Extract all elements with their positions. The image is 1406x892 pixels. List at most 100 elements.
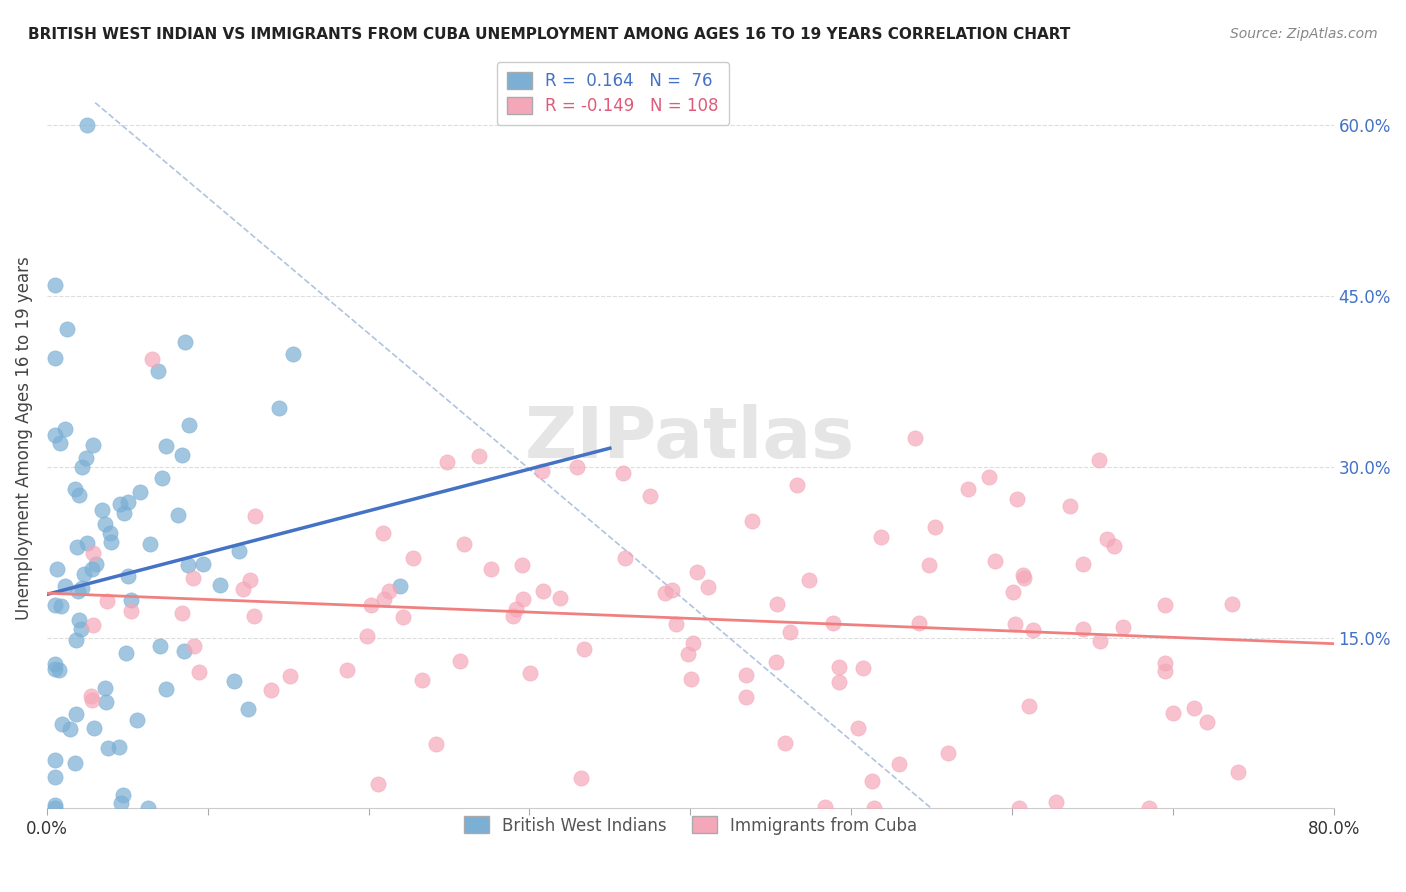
Point <box>402 550 425 565</box>
Point <box>149 639 172 653</box>
Point <box>505 601 527 615</box>
Point <box>243 609 266 624</box>
Point <box>510 558 533 573</box>
Point <box>260 683 283 698</box>
Point <box>481 562 503 576</box>
Point <box>236 702 259 716</box>
Point <box>1102 540 1125 554</box>
Point <box>1112 620 1135 634</box>
Point <box>209 577 232 591</box>
Point <box>766 597 789 611</box>
Point <box>91 503 114 517</box>
Point <box>846 721 869 735</box>
Point <box>278 669 301 683</box>
Point <box>336 663 359 677</box>
Point <box>243 509 266 524</box>
Point <box>614 551 637 566</box>
Point <box>117 495 139 509</box>
Point <box>45 561 67 575</box>
Point <box>82 617 104 632</box>
Point <box>531 464 554 478</box>
Point <box>82 546 104 560</box>
Point <box>1004 616 1026 631</box>
Point <box>80 562 103 576</box>
Point <box>82 438 104 452</box>
Text: Source: ZipAtlas.com: Source: ZipAtlas.com <box>1230 27 1378 41</box>
Point <box>94 517 117 532</box>
Point <box>924 520 946 534</box>
Point <box>1182 701 1205 715</box>
Point <box>531 584 554 599</box>
Point <box>1045 795 1067 809</box>
Point <box>1088 634 1111 648</box>
Point <box>67 488 90 502</box>
Point <box>76 536 98 550</box>
Point <box>267 401 290 416</box>
Point <box>173 643 195 657</box>
Point <box>1195 715 1218 730</box>
Point <box>356 629 378 643</box>
Point <box>735 668 758 682</box>
Point <box>112 789 135 803</box>
Point <box>53 422 76 436</box>
Point <box>828 674 851 689</box>
Point <box>1088 453 1111 467</box>
Point <box>155 439 177 453</box>
Point <box>367 776 389 790</box>
Point <box>93 681 115 695</box>
Point <box>449 654 471 668</box>
Point <box>167 508 190 523</box>
Point <box>572 642 595 657</box>
Point <box>1002 585 1025 599</box>
Point <box>177 418 200 433</box>
Point <box>97 741 120 756</box>
Point <box>519 665 541 680</box>
Point <box>181 571 204 585</box>
Point <box>174 334 197 349</box>
Point <box>908 615 931 630</box>
Point <box>139 536 162 550</box>
Point <box>799 573 821 587</box>
Point <box>49 435 72 450</box>
Point <box>183 639 205 653</box>
Point <box>44 598 66 612</box>
Point <box>112 506 135 520</box>
Point <box>44 753 66 767</box>
Point <box>51 599 73 614</box>
Point <box>773 736 796 750</box>
Point <box>654 586 676 600</box>
Point <box>1059 500 1081 514</box>
Point <box>120 605 142 619</box>
Point <box>979 469 1001 483</box>
Point <box>48 663 70 677</box>
Point <box>1071 557 1094 571</box>
Point <box>44 277 66 292</box>
Point <box>735 690 758 704</box>
Point <box>120 592 142 607</box>
Legend: British West Indians, Immigrants from Cuba: British West Indians, Immigrants from Cu… <box>454 806 927 845</box>
Point <box>889 756 911 771</box>
Point <box>232 582 254 596</box>
Point <box>83 721 105 735</box>
Point <box>72 459 94 474</box>
Point <box>44 662 66 676</box>
Point <box>502 608 524 623</box>
Point <box>373 526 395 541</box>
Point <box>150 470 173 484</box>
Point <box>852 660 875 674</box>
Point <box>1154 665 1177 679</box>
Point <box>1018 698 1040 713</box>
Point <box>863 801 886 815</box>
Point <box>765 655 787 669</box>
Point <box>125 714 148 728</box>
Point <box>938 746 960 760</box>
Point <box>65 706 87 721</box>
Text: ZIPatlas: ZIPatlas <box>526 404 855 473</box>
Point <box>110 796 132 810</box>
Point <box>360 598 382 612</box>
Point <box>66 540 89 554</box>
Point <box>1011 567 1033 582</box>
Point <box>73 566 96 581</box>
Point <box>115 646 138 660</box>
Point <box>681 673 703 687</box>
